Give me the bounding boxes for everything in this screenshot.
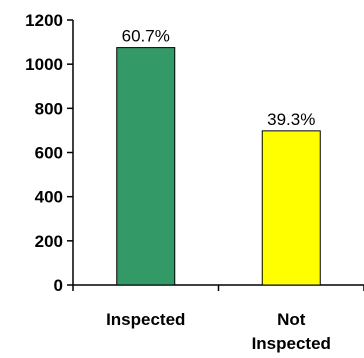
y-tick-label: 1000 <box>25 55 63 74</box>
bar-inspected <box>116 47 176 286</box>
data-label: 60.7% <box>122 27 170 46</box>
y-tick-label: 600 <box>35 144 63 163</box>
x-category-label: Inspected <box>106 310 185 329</box>
y-tick-label: 200 <box>35 232 63 251</box>
y-axis-ticks: 0 200 400 600 800 1000 1200 <box>25 11 73 295</box>
bars <box>116 47 321 286</box>
y-tick-label: 400 <box>35 188 63 207</box>
y-tick-label: 800 <box>35 99 63 118</box>
y-tick-label: 0 <box>54 276 63 295</box>
x-axis-labels: Inspected Not Inspected <box>106 310 331 353</box>
bar-not-inspected <box>261 130 321 286</box>
data-labels: 60.7% 39.3% <box>122 27 316 129</box>
x-category-label: Not Inspected <box>252 310 331 353</box>
y-tick-label: 1200 <box>25 11 63 30</box>
data-label: 39.3% <box>267 110 315 129</box>
